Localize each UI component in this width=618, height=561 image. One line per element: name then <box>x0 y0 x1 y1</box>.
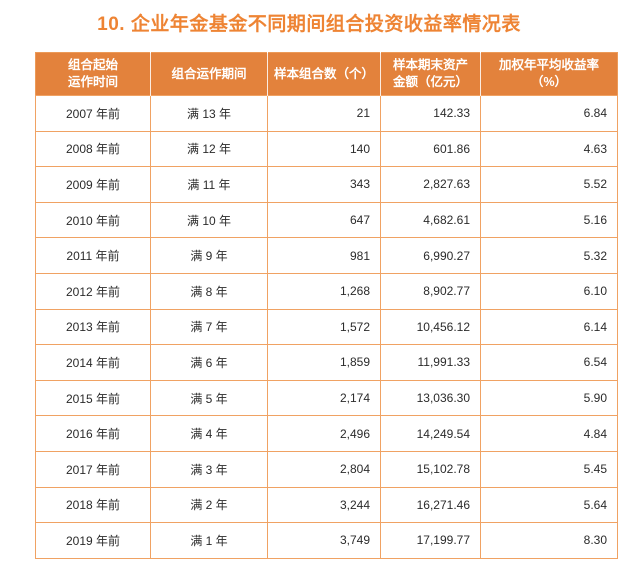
table-row: 2014 年前满 6 年 1,859 11,991.33 6.54 <box>35 344 618 381</box>
cell-period-end-assets: 6,990.27 <box>380 237 481 274</box>
table-row: 2012 年前满 8 年 1,268 8,902.77 6.10 <box>35 272 618 310</box>
cell-operation-period: 满 11 年 <box>150 166 268 203</box>
cell-operation-period: 满 6 年 <box>150 344 268 381</box>
cell-weighted-avg-return: 4.84 <box>480 415 618 452</box>
cell-period-end-assets: 4,682.61 <box>380 201 481 239</box>
cell-period-end-assets: 16,271.46 <box>380 486 481 524</box>
cell-sample-count: 1,268 <box>267 272 381 310</box>
table-title: 10. 企业年金基金不同期间组合投资收益率情况表 <box>97 14 521 35</box>
header-weighted-avg-return: 加权年平均收益率 （%） <box>480 52 618 96</box>
cell-sample-count: 140 <box>267 130 381 168</box>
cell-operation-period: 满 13 年 <box>150 95 268 132</box>
cell-operation-period: 满 9 年 <box>150 237 268 274</box>
cell-start-time: 2013 年前 <box>35 308 151 346</box>
cell-start-time: 2018 年前 <box>35 486 151 524</box>
cell-period-end-assets: 14,249.54 <box>380 415 481 452</box>
cell-sample-count: 21 <box>267 95 381 132</box>
cell-weighted-avg-return: 5.64 <box>480 486 618 524</box>
cell-start-time: 2015 年前 <box>35 379 151 417</box>
cell-operation-period: 满 5 年 <box>150 379 268 417</box>
header-sample-count: 样本组合数（个） <box>267 52 381 96</box>
cell-operation-period: 满 1 年 <box>150 522 268 559</box>
table-row: 2013 年前满 7 年 1,572 10,456.12 6.14 <box>35 308 618 346</box>
annuity-returns-table: 组合起始 运作时间 组合运作期间 样本组合数（个） 样本期末资产 金额（亿元） … <box>35 52 618 559</box>
cell-weighted-avg-return: 6.84 <box>480 95 618 132</box>
cell-period-end-assets: 11,991.33 <box>380 344 481 381</box>
cell-period-end-assets: 17,199.77 <box>380 522 481 559</box>
table-row: 2017 年前满 3 年 2,804 15,102.78 5.45 <box>35 450 618 488</box>
cell-sample-count: 1,859 <box>267 344 381 381</box>
cell-period-end-assets: 142.33 <box>380 95 481 132</box>
cell-operation-period: 满 12 年 <box>150 130 268 168</box>
cell-operation-period: 满 2 年 <box>150 486 268 524</box>
cell-weighted-avg-return: 6.54 <box>480 344 618 381</box>
cell-period-end-assets: 10,456.12 <box>380 308 481 346</box>
cell-start-time: 2008 年前 <box>35 130 151 168</box>
table-header-row: 组合起始 运作时间 组合运作期间 样本组合数（个） 样本期末资产 金额（亿元） … <box>35 52 618 96</box>
table-row: 2018 年前满 2 年 3,244 16,271.46 5.64 <box>35 486 618 524</box>
table-body: 2007 年前满 13 年 21 142.33 6.84 2008 年前满 12 年 14… <box>35 95 618 559</box>
cell-weighted-avg-return: 6.14 <box>480 308 618 346</box>
cell-period-end-assets: 601.86 <box>380 130 481 168</box>
cell-operation-period: 满 7 年 <box>150 308 268 346</box>
cell-operation-period: 满 3 年 <box>150 450 268 488</box>
cell-operation-period: 满 4 年 <box>150 415 268 452</box>
cell-start-time: 2009 年前 <box>35 166 151 203</box>
cell-period-end-assets: 13,036.30 <box>380 379 481 417</box>
cell-weighted-avg-return: 6.10 <box>480 272 618 310</box>
cell-period-end-assets: 2,827.63 <box>380 166 481 203</box>
header-operation-period: 组合运作期间 <box>150 52 268 96</box>
cell-start-time: 2014 年前 <box>35 344 151 381</box>
cell-weighted-avg-return: 5.16 <box>480 201 618 239</box>
cell-weighted-avg-return: 5.52 <box>480 166 618 203</box>
table-row: 2010 年前满 10 年 647 4,682.61 5.16 <box>35 201 618 239</box>
cell-sample-count: 3,749 <box>267 522 381 559</box>
cell-sample-count: 1,572 <box>267 308 381 346</box>
cell-sample-count: 647 <box>267 201 381 239</box>
header-period-end-assets: 样本期末资产 金额（亿元） <box>380 52 481 96</box>
cell-start-time: 2019 年前 <box>35 522 151 559</box>
table-row: 2019 年前满 1 年 3,749 17,199.77 8.30 <box>35 522 618 559</box>
cell-sample-count: 2,496 <box>267 415 381 452</box>
cell-weighted-avg-return: 5.32 <box>480 237 618 274</box>
cell-period-end-assets: 8,902.77 <box>380 272 481 310</box>
header-start-time: 组合起始 运作时间 <box>35 52 151 96</box>
table-row: 2015 年前满 5 年 2,174 13,036.30 5.90 <box>35 379 618 417</box>
cell-start-time: 2016 年前 <box>35 415 151 452</box>
cell-operation-period: 满 10 年 <box>150 201 268 239</box>
cell-sample-count: 2,804 <box>267 450 381 488</box>
cell-weighted-avg-return: 5.45 <box>480 450 618 488</box>
cell-sample-count: 3,244 <box>267 486 381 524</box>
table-row: 2009 年前满 11 年 343 2,827.63 5.52 <box>35 166 618 203</box>
cell-start-time: 2010 年前 <box>35 201 151 239</box>
cell-weighted-avg-return: 8.30 <box>480 522 618 559</box>
cell-operation-period: 满 8 年 <box>150 272 268 310</box>
cell-sample-count: 343 <box>267 166 381 203</box>
table-row: 2008 年前满 12 年 140 601.86 4.63 <box>35 130 618 168</box>
table-row: 2007 年前满 13 年 21 142.33 6.84 <box>35 95 618 132</box>
cell-start-time: 2012 年前 <box>35 272 151 310</box>
cell-weighted-avg-return: 5.90 <box>480 379 618 417</box>
table-row: 2011 年前满 9 年 981 6,990.27 5.32 <box>35 237 618 274</box>
cell-start-time: 2011 年前 <box>35 237 151 274</box>
cell-period-end-assets: 15,102.78 <box>380 450 481 488</box>
cell-sample-count: 2,174 <box>267 379 381 417</box>
cell-weighted-avg-return: 4.63 <box>480 130 618 168</box>
cell-start-time: 2017 年前 <box>35 450 151 488</box>
table-row: 2016 年前满 4 年 2,496 14,249.54 4.84 <box>35 415 618 452</box>
cell-start-time: 2007 年前 <box>35 95 151 132</box>
cell-sample-count: 981 <box>267 237 381 274</box>
